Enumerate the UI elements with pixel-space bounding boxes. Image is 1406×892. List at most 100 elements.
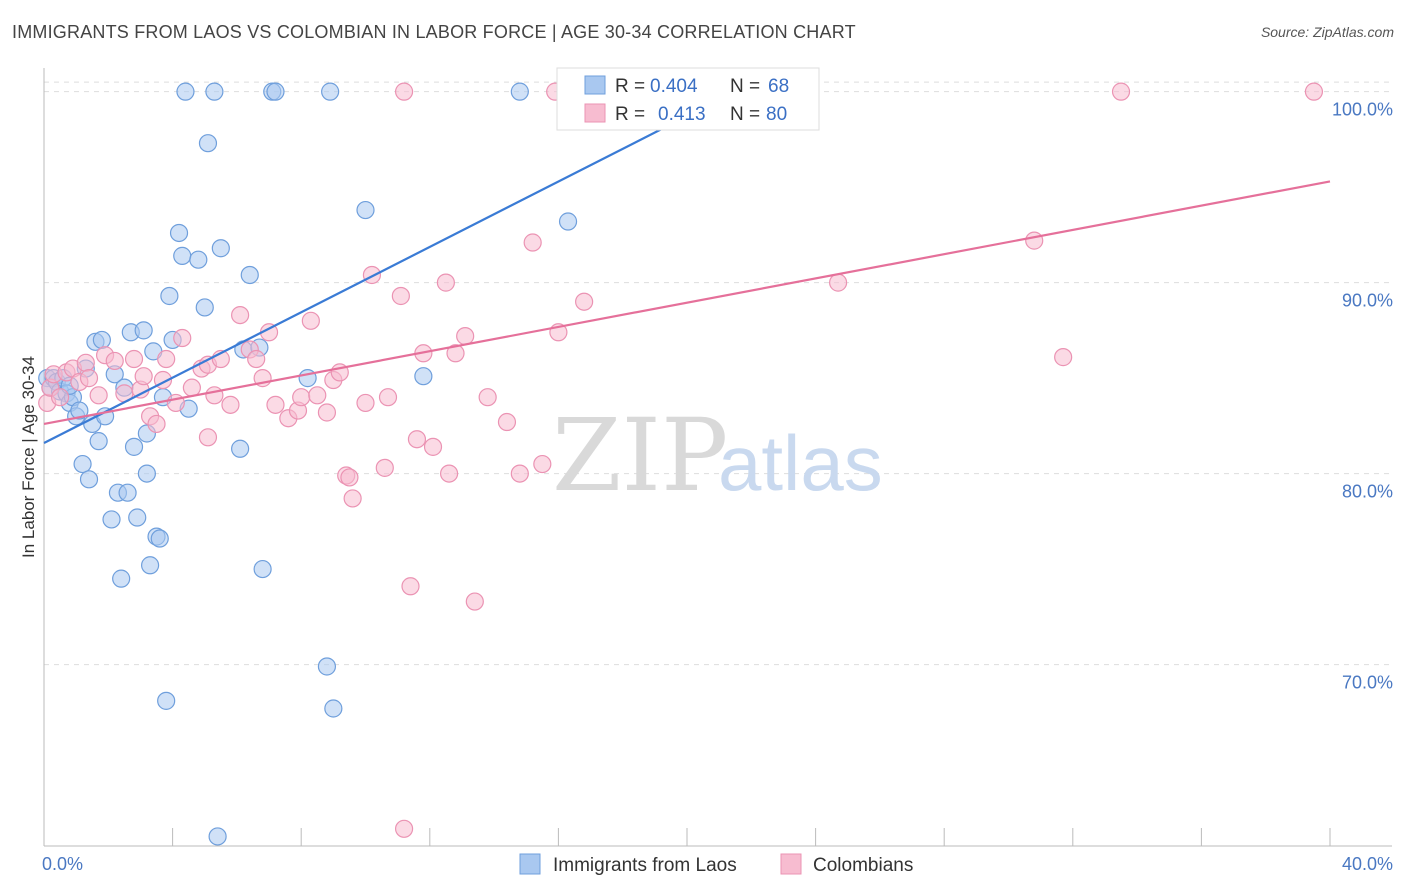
legend-swatch-colombians (584, 103, 606, 123)
point-colombians (439, 464, 459, 483)
point-laos (150, 529, 169, 548)
point-laos (157, 691, 176, 710)
point-laos (208, 827, 227, 846)
point-laos (195, 298, 214, 317)
y-tick-label: 90.0% (1342, 291, 1393, 311)
point-colombians (79, 369, 99, 388)
point-colombians (829, 273, 848, 292)
point-colombians (356, 393, 375, 413)
point-colombians (105, 351, 124, 371)
point-laos (558, 212, 578, 231)
point-colombians (157, 349, 176, 369)
legend-n-label-colombians: N = (730, 104, 760, 125)
point-laos (205, 82, 224, 101)
point-laos (140, 556, 160, 575)
point-laos (173, 246, 192, 265)
point-laos (356, 200, 375, 220)
bottom-legend-swatch-laos (519, 853, 541, 875)
point-laos (73, 454, 92, 474)
point-colombians (134, 367, 153, 386)
point-laos (211, 239, 230, 258)
point-laos (253, 559, 272, 579)
y-tick-label: 80.0% (1342, 482, 1393, 502)
point-colombians (456, 326, 475, 346)
legend-swatch-laos (584, 75, 606, 95)
legend-r-label-laos: R = (615, 76, 645, 97)
point-colombians (343, 489, 362, 508)
point-laos (70, 401, 89, 420)
point-colombians (1025, 231, 1044, 250)
watermark: ZIP atlas (552, 397, 883, 514)
point-colombians (401, 577, 420, 596)
point-laos (169, 223, 189, 243)
point-colombians (124, 349, 144, 369)
series-legend: Immigrants from Laos Colombians (519, 853, 913, 876)
chart-title: IMMIGRANTS FROM LAOS VS COLOMBIAN IN LAB… (12, 22, 856, 42)
point-colombians (394, 82, 414, 101)
point-colombians (198, 428, 218, 447)
point-colombians (147, 414, 166, 434)
gridlines (44, 81, 1392, 666)
point-laos (176, 82, 195, 101)
point-colombians (391, 286, 410, 306)
point-colombians (446, 344, 465, 363)
x-tick-labels: 0.0% 40.0% (42, 854, 1393, 874)
point-colombians (533, 454, 552, 474)
point-laos (134, 321, 153, 340)
point-colombians (317, 403, 337, 422)
point-laos (510, 82, 529, 101)
trend-line-laos (43, 90, 736, 445)
point-laos (414, 367, 433, 386)
stats-legend: R = 0.404 N = 68 R = 0.413 N = 80 (556, 67, 820, 131)
x-tick-label: 0.0% (42, 854, 83, 874)
point-colombians (308, 386, 327, 405)
point-colombians (292, 388, 311, 407)
legend-r-value-colombians: 0.413 (658, 104, 706, 125)
point-colombians (362, 265, 382, 285)
point-colombians (1054, 348, 1073, 367)
point-colombians (50, 388, 70, 407)
point-laos (92, 330, 111, 350)
point-colombians (394, 819, 414, 838)
watermark-atlas: atlas (718, 419, 883, 507)
bottom-legend-label-laos: Immigrants from Laos (553, 855, 737, 876)
point-laos (160, 286, 179, 306)
point-colombians (182, 378, 201, 397)
y-tick-labels: 70.0% 80.0% 90.0% 100.0% (1332, 100, 1393, 693)
point-laos (124, 437, 144, 456)
point-colombians (205, 386, 224, 405)
point-colombians (510, 464, 529, 483)
point-colombians (423, 437, 443, 456)
point-colombians (76, 353, 95, 372)
point-colombians (173, 328, 192, 348)
point-colombians (497, 412, 517, 432)
point-colombians (1111, 82, 1131, 101)
point-laos (198, 134, 218, 153)
point-colombians (465, 592, 484, 611)
point-laos (102, 510, 121, 529)
point-laos (89, 432, 108, 451)
bottom-legend-label-colombians: Colombians (813, 855, 913, 876)
point-laos (324, 699, 343, 718)
point-colombians (231, 305, 250, 325)
x-tick-label: 40.0% (1342, 854, 1393, 874)
trend-lines (43, 90, 1331, 445)
bottom-legend-swatch-colombians (780, 853, 802, 875)
point-laos (112, 569, 131, 588)
point-laos (317, 657, 337, 676)
legend-n-label-laos: N = (730, 76, 760, 97)
point-colombians (478, 388, 497, 407)
point-colombians (247, 349, 266, 369)
point-laos (266, 82, 285, 101)
legend-n-value-colombians: 80 (766, 104, 787, 125)
point-laos (137, 464, 156, 483)
legend-r-label-colombians: R = (615, 104, 645, 125)
watermark-zip: ZIP (552, 397, 728, 514)
y-tick-label: 70.0% (1342, 673, 1393, 693)
point-colombians (301, 311, 320, 330)
point-colombians (340, 468, 359, 487)
point-laos (128, 508, 147, 527)
axes (43, 68, 1392, 847)
point-laos (118, 483, 137, 502)
point-laos (240, 265, 259, 285)
